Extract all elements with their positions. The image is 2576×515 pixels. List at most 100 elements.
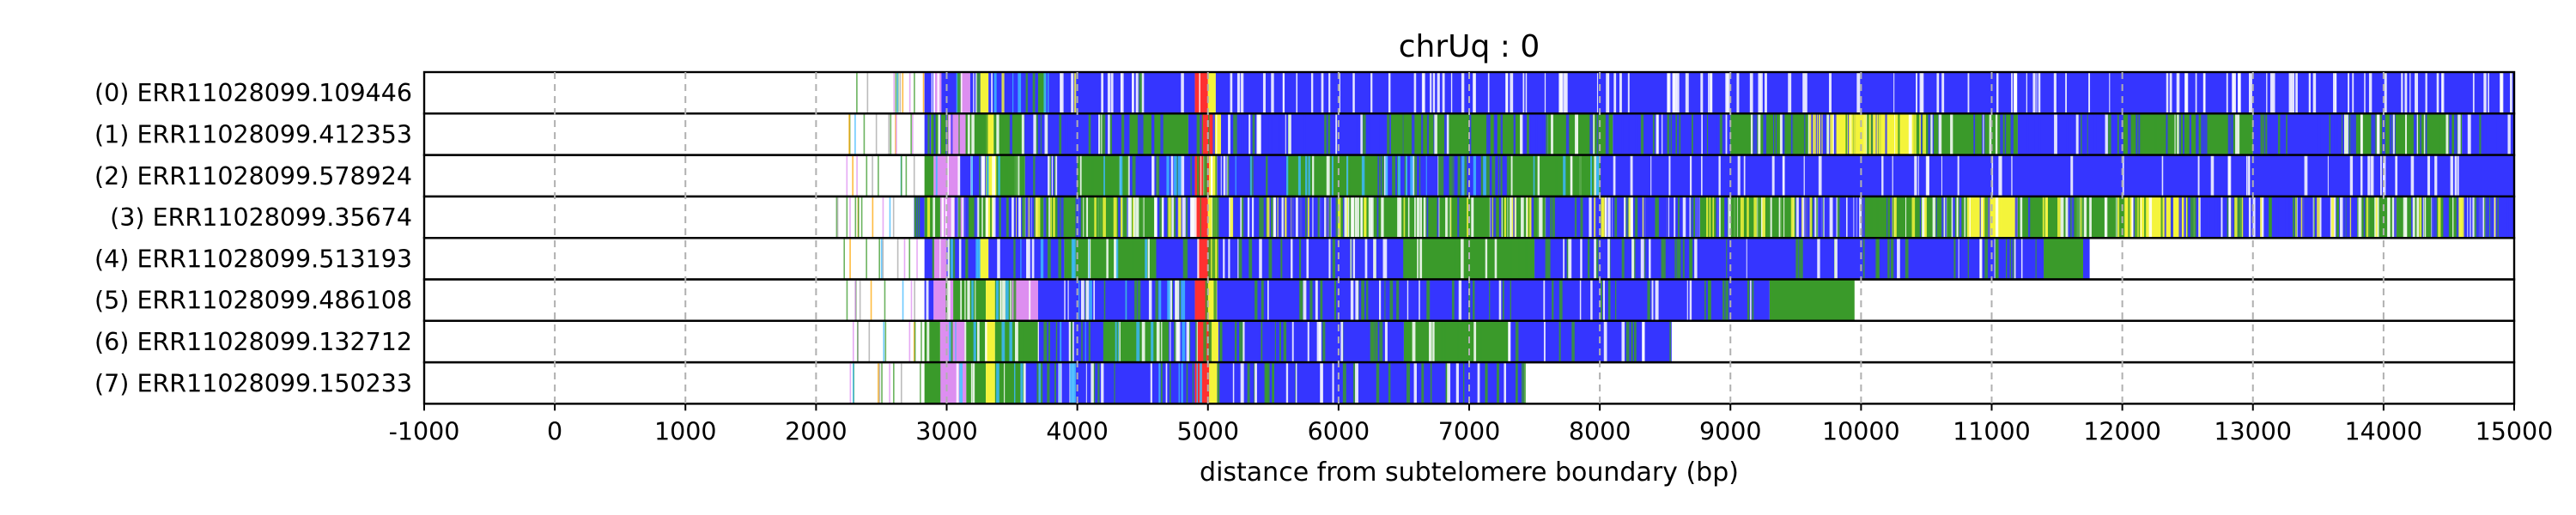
motif-stripe bbox=[1451, 279, 1455, 321]
motif-stripe bbox=[979, 154, 981, 197]
segment-yellow bbox=[981, 72, 989, 114]
motif-stripe bbox=[2510, 72, 2512, 114]
motif-stripe bbox=[2375, 196, 2378, 239]
segment-yellow bbox=[986, 320, 995, 363]
motif-stripe bbox=[1692, 196, 1694, 239]
motif-stripe bbox=[1736, 72, 1740, 114]
motif-stripe bbox=[1329, 113, 1333, 155]
prefix-mark bbox=[868, 320, 871, 363]
motif-stripe bbox=[1686, 279, 1688, 321]
motif-stripe bbox=[2011, 72, 2013, 114]
motif-stripe bbox=[1237, 238, 1239, 280]
motif-stripe bbox=[2133, 196, 2137, 239]
motif-stripe bbox=[1155, 279, 1158, 321]
motif-stripe bbox=[971, 113, 975, 155]
motif-stripe bbox=[1853, 113, 1857, 155]
motif-stripe bbox=[2065, 196, 2068, 239]
motif-stripe bbox=[1079, 154, 1082, 197]
motif-stripe bbox=[1205, 279, 1208, 321]
motif-stripe bbox=[2391, 113, 2394, 155]
motif-stripe bbox=[1473, 196, 1475, 239]
motif-stripe bbox=[1324, 196, 1327, 239]
motif-stripe bbox=[2020, 196, 2023, 239]
motif-stripe bbox=[1817, 238, 1820, 280]
motif-stripe bbox=[1397, 154, 1400, 197]
motif-stripe bbox=[941, 196, 945, 239]
motif-stripe bbox=[1414, 196, 1416, 239]
motif-stripe bbox=[2415, 72, 2418, 114]
motif-stripe bbox=[1130, 196, 1133, 239]
motif-stripe bbox=[1236, 113, 1239, 155]
motif-stripe bbox=[1710, 72, 1713, 114]
motif-stripe bbox=[1540, 196, 1543, 239]
motif-stripe bbox=[1928, 154, 1929, 197]
motif-stripe bbox=[1679, 113, 1681, 155]
motif-stripe bbox=[1353, 362, 1357, 404]
motif-stripe bbox=[1120, 196, 1122, 239]
segment-blue bbox=[1217, 279, 1770, 321]
motif-stripe bbox=[1298, 238, 1302, 280]
motif-stripe bbox=[1419, 279, 1420, 321]
segment-blue bbox=[941, 72, 960, 114]
motif-stripe bbox=[1114, 362, 1115, 404]
motif-stripe bbox=[1038, 362, 1042, 404]
motif-stripe bbox=[1547, 238, 1551, 280]
motif-stripe bbox=[967, 113, 970, 155]
segment-green bbox=[1403, 320, 1509, 363]
motif-stripe bbox=[939, 362, 941, 404]
motif-stripe bbox=[1753, 196, 1757, 239]
prefix-mark bbox=[902, 279, 904, 321]
motif-stripe bbox=[1515, 362, 1518, 404]
motif-stripe bbox=[932, 238, 934, 280]
segment-green bbox=[2122, 113, 2253, 155]
motif-stripe bbox=[1308, 154, 1310, 197]
motif-stripe bbox=[2380, 154, 2382, 197]
motif-stripe bbox=[2289, 196, 2293, 239]
motif-stripe bbox=[2117, 196, 2120, 239]
motif-stripe bbox=[2449, 113, 2451, 155]
prefix-mark bbox=[854, 113, 856, 155]
motif-stripe bbox=[2285, 196, 2288, 239]
motif-stripe bbox=[1127, 154, 1130, 197]
motif-stripe bbox=[979, 113, 982, 155]
motif-stripe bbox=[1522, 362, 1526, 404]
motif-stripe bbox=[1401, 113, 1403, 155]
motif-stripe bbox=[1621, 238, 1625, 280]
motif-stripe bbox=[1468, 279, 1471, 321]
motif-stripe bbox=[1043, 196, 1047, 239]
motif-stripe bbox=[1416, 320, 1419, 363]
prefix-mark bbox=[895, 113, 896, 155]
motif-stripe bbox=[1472, 279, 1475, 321]
motif-stripe bbox=[1103, 196, 1106, 239]
motif-stripe bbox=[1171, 279, 1173, 321]
motif-stripe bbox=[1250, 154, 1252, 197]
motif-stripe bbox=[1328, 72, 1331, 114]
motif-stripe bbox=[2364, 72, 2366, 114]
segment-yellow bbox=[986, 362, 995, 404]
motif-stripe bbox=[1875, 238, 1879, 280]
motif-stripe bbox=[1625, 196, 1628, 239]
motif-stripe bbox=[1749, 72, 1753, 114]
motif-stripe bbox=[2368, 72, 2372, 114]
motif-stripe bbox=[1502, 279, 1504, 321]
prefix-mark bbox=[875, 113, 878, 155]
motif-stripe bbox=[1669, 320, 1671, 363]
motif-stripe bbox=[1393, 154, 1396, 197]
motif-stripe bbox=[2026, 72, 2027, 114]
motif-stripe bbox=[1199, 72, 1200, 114]
motif-stripe bbox=[1051, 154, 1054, 197]
motif-stripe bbox=[1976, 113, 1980, 155]
motif-stripe bbox=[1977, 196, 1979, 239]
motif-stripe bbox=[1862, 196, 1865, 239]
prefix-mark bbox=[854, 279, 857, 321]
motif-stripe bbox=[1381, 154, 1384, 197]
motif-stripe bbox=[2329, 113, 2331, 155]
motif-stripe bbox=[964, 320, 967, 363]
motif-stripe bbox=[1875, 196, 1880, 239]
prefix-mark bbox=[912, 113, 914, 155]
motif-stripe bbox=[1150, 362, 1152, 404]
motif-stripe bbox=[1779, 113, 1783, 155]
motif-stripe bbox=[1191, 113, 1193, 155]
motif-stripe bbox=[1442, 72, 1445, 114]
motif-stripe bbox=[2184, 196, 2187, 239]
